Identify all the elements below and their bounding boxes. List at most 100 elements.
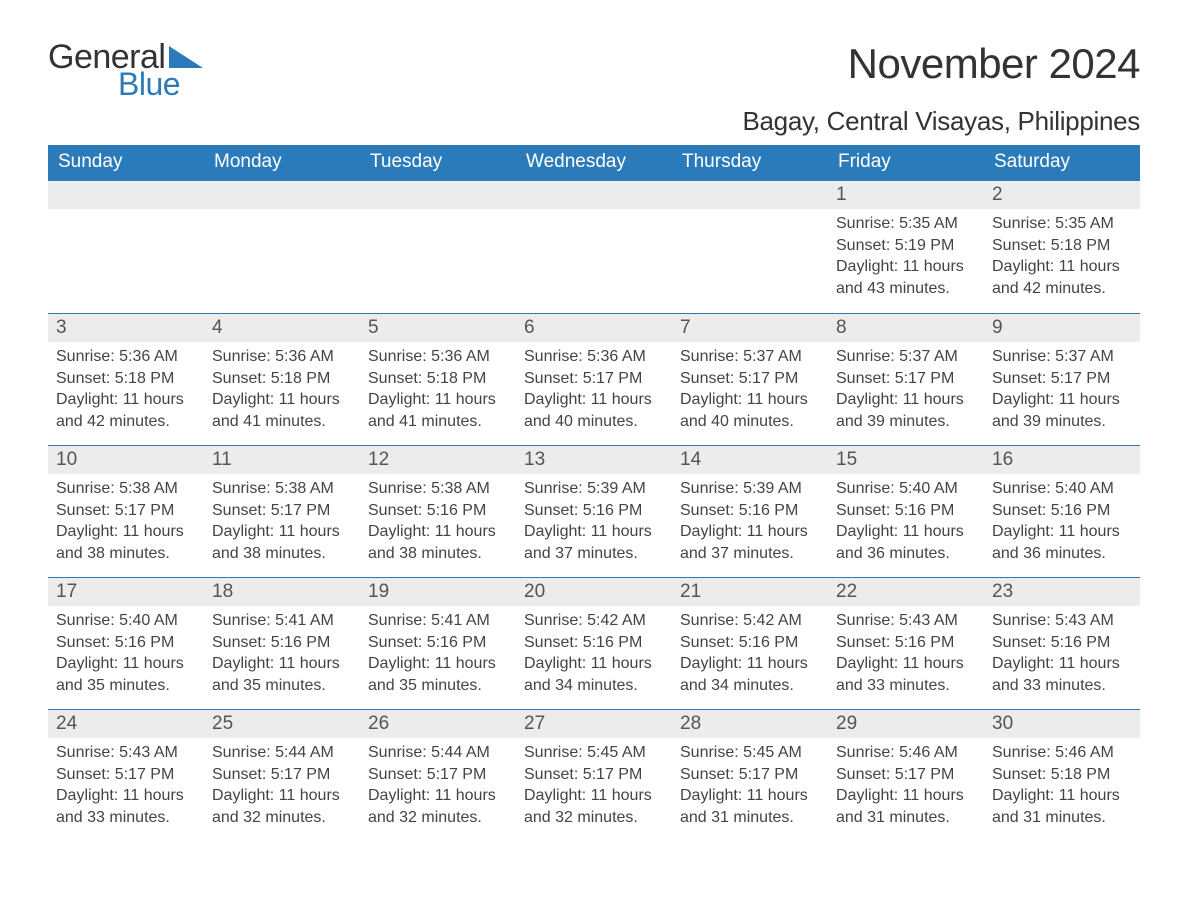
weekday-header-cell: Monday	[204, 145, 360, 181]
weekday-header-cell: Friday	[828, 145, 984, 181]
sunset-text: Sunset: 5:16 PM	[368, 500, 508, 522]
day-cell: 23Sunrise: 5:43 AMSunset: 5:16 PMDayligh…	[984, 578, 1140, 709]
sunset-text: Sunset: 5:16 PM	[836, 500, 976, 522]
sunset-text: Sunset: 5:16 PM	[524, 632, 664, 654]
daylight-text: Daylight: 11 hours and 33 minutes.	[836, 653, 976, 696]
day-cell: 22Sunrise: 5:43 AMSunset: 5:16 PMDayligh…	[828, 578, 984, 709]
day-number: 18	[204, 578, 360, 606]
day-details: Sunrise: 5:37 AMSunset: 5:17 PMDaylight:…	[672, 342, 828, 442]
day-details: Sunrise: 5:35 AMSunset: 5:18 PMDaylight:…	[984, 209, 1140, 309]
day-number: 28	[672, 710, 828, 738]
sunrise-text: Sunrise: 5:38 AM	[56, 478, 196, 500]
day-number: 14	[672, 446, 828, 474]
empty-day-header	[360, 181, 516, 209]
day-cell: 6Sunrise: 5:36 AMSunset: 5:17 PMDaylight…	[516, 314, 672, 445]
day-details: Sunrise: 5:37 AMSunset: 5:17 PMDaylight:…	[984, 342, 1140, 442]
sunset-text: Sunset: 5:17 PM	[836, 764, 976, 786]
day-cell: 29Sunrise: 5:46 AMSunset: 5:17 PMDayligh…	[828, 710, 984, 841]
day-number: 12	[360, 446, 516, 474]
day-number: 8	[828, 314, 984, 342]
daylight-text: Daylight: 11 hours and 41 minutes.	[368, 389, 508, 432]
weekday-header-row: SundayMondayTuesdayWednesdayThursdayFrid…	[48, 145, 1140, 181]
day-number: 4	[204, 314, 360, 342]
day-cell	[672, 181, 828, 313]
day-cell: 9Sunrise: 5:37 AMSunset: 5:17 PMDaylight…	[984, 314, 1140, 445]
weekday-header-cell: Saturday	[984, 145, 1140, 181]
daylight-text: Daylight: 11 hours and 41 minutes.	[212, 389, 352, 432]
day-number: 24	[48, 710, 204, 738]
weekday-header-cell: Tuesday	[360, 145, 516, 181]
sunset-text: Sunset: 5:17 PM	[992, 368, 1132, 390]
empty-day-header	[516, 181, 672, 209]
sunrise-text: Sunrise: 5:45 AM	[680, 742, 820, 764]
sunrise-text: Sunrise: 5:36 AM	[524, 346, 664, 368]
day-details: Sunrise: 5:38 AMSunset: 5:16 PMDaylight:…	[360, 474, 516, 574]
sunset-text: Sunset: 5:16 PM	[368, 632, 508, 654]
daylight-text: Daylight: 11 hours and 38 minutes.	[56, 521, 196, 564]
sunrise-text: Sunrise: 5:42 AM	[680, 610, 820, 632]
day-cell	[360, 181, 516, 313]
day-details: Sunrise: 5:46 AMSunset: 5:17 PMDaylight:…	[828, 738, 984, 838]
day-details: Sunrise: 5:39 AMSunset: 5:16 PMDaylight:…	[516, 474, 672, 574]
empty-day-header	[204, 181, 360, 209]
weeks-container: 1Sunrise: 5:35 AMSunset: 5:19 PMDaylight…	[48, 181, 1140, 841]
daylight-text: Daylight: 11 hours and 40 minutes.	[680, 389, 820, 432]
day-details: Sunrise: 5:38 AMSunset: 5:17 PMDaylight:…	[48, 474, 204, 574]
sunrise-text: Sunrise: 5:35 AM	[992, 213, 1132, 235]
sunset-text: Sunset: 5:17 PM	[212, 500, 352, 522]
day-number: 16	[984, 446, 1140, 474]
week-row: 1Sunrise: 5:35 AMSunset: 5:19 PMDaylight…	[48, 181, 1140, 313]
calendar: SundayMondayTuesdayWednesdayThursdayFrid…	[48, 145, 1140, 841]
sunrise-text: Sunrise: 5:44 AM	[368, 742, 508, 764]
day-details: Sunrise: 5:46 AMSunset: 5:18 PMDaylight:…	[984, 738, 1140, 838]
day-number: 21	[672, 578, 828, 606]
daylight-text: Daylight: 11 hours and 32 minutes.	[368, 785, 508, 828]
day-cell	[204, 181, 360, 313]
day-cell: 5Sunrise: 5:36 AMSunset: 5:18 PMDaylight…	[360, 314, 516, 445]
sunrise-text: Sunrise: 5:36 AM	[56, 346, 196, 368]
week-row: 3Sunrise: 5:36 AMSunset: 5:18 PMDaylight…	[48, 313, 1140, 445]
title-block: November 2024 Bagay, Central Visayas, Ph…	[742, 40, 1140, 137]
day-cell: 21Sunrise: 5:42 AMSunset: 5:16 PMDayligh…	[672, 578, 828, 709]
day-cell: 26Sunrise: 5:44 AMSunset: 5:17 PMDayligh…	[360, 710, 516, 841]
day-cell: 1Sunrise: 5:35 AMSunset: 5:19 PMDaylight…	[828, 181, 984, 313]
sunset-text: Sunset: 5:16 PM	[836, 632, 976, 654]
sunrise-text: Sunrise: 5:39 AM	[524, 478, 664, 500]
sunrise-text: Sunrise: 5:43 AM	[992, 610, 1132, 632]
sunrise-text: Sunrise: 5:44 AM	[212, 742, 352, 764]
daylight-text: Daylight: 11 hours and 34 minutes.	[524, 653, 664, 696]
day-details: Sunrise: 5:43 AMSunset: 5:16 PMDaylight:…	[828, 606, 984, 706]
sunrise-text: Sunrise: 5:35 AM	[836, 213, 976, 235]
daylight-text: Daylight: 11 hours and 34 minutes.	[680, 653, 820, 696]
sunset-text: Sunset: 5:17 PM	[680, 764, 820, 786]
sunrise-text: Sunrise: 5:39 AM	[680, 478, 820, 500]
day-cell: 25Sunrise: 5:44 AMSunset: 5:17 PMDayligh…	[204, 710, 360, 841]
sunrise-text: Sunrise: 5:36 AM	[212, 346, 352, 368]
day-details: Sunrise: 5:45 AMSunset: 5:17 PMDaylight:…	[516, 738, 672, 838]
sunrise-text: Sunrise: 5:38 AM	[368, 478, 508, 500]
day-number: 22	[828, 578, 984, 606]
day-number: 9	[984, 314, 1140, 342]
sunset-text: Sunset: 5:18 PM	[992, 764, 1132, 786]
day-cell: 7Sunrise: 5:37 AMSunset: 5:17 PMDaylight…	[672, 314, 828, 445]
day-cell: 11Sunrise: 5:38 AMSunset: 5:17 PMDayligh…	[204, 446, 360, 577]
day-number: 23	[984, 578, 1140, 606]
daylight-text: Daylight: 11 hours and 43 minutes.	[836, 256, 976, 299]
day-details: Sunrise: 5:45 AMSunset: 5:17 PMDaylight:…	[672, 738, 828, 838]
day-number: 6	[516, 314, 672, 342]
day-number: 11	[204, 446, 360, 474]
day-details: Sunrise: 5:44 AMSunset: 5:17 PMDaylight:…	[360, 738, 516, 838]
daylight-text: Daylight: 11 hours and 37 minutes.	[680, 521, 820, 564]
day-number: 7	[672, 314, 828, 342]
day-cell: 19Sunrise: 5:41 AMSunset: 5:16 PMDayligh…	[360, 578, 516, 709]
sunrise-text: Sunrise: 5:36 AM	[368, 346, 508, 368]
day-number: 25	[204, 710, 360, 738]
daylight-text: Daylight: 11 hours and 32 minutes.	[524, 785, 664, 828]
page-header: General Blue November 2024 Bagay, Centra…	[48, 40, 1140, 137]
day-number: 29	[828, 710, 984, 738]
day-cell: 12Sunrise: 5:38 AMSunset: 5:16 PMDayligh…	[360, 446, 516, 577]
day-number: 30	[984, 710, 1140, 738]
day-cell: 8Sunrise: 5:37 AMSunset: 5:17 PMDaylight…	[828, 314, 984, 445]
day-cell: 3Sunrise: 5:36 AMSunset: 5:18 PMDaylight…	[48, 314, 204, 445]
sunset-text: Sunset: 5:16 PM	[56, 632, 196, 654]
